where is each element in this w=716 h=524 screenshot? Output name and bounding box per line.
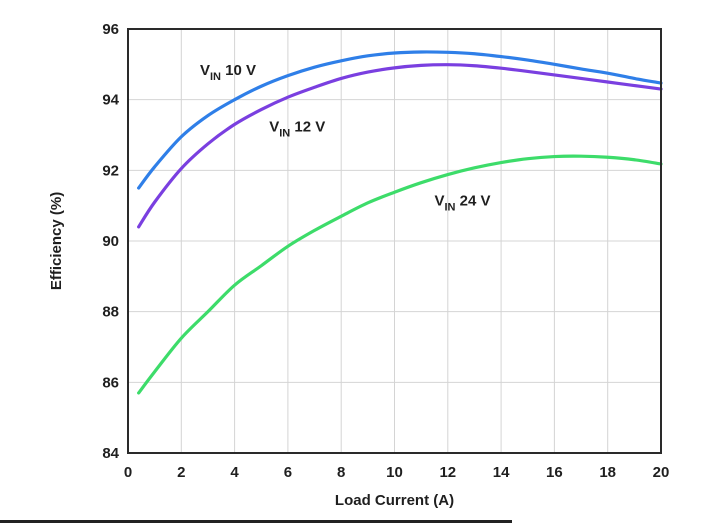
grid — [128, 29, 661, 453]
bottom-rule — [0, 520, 512, 523]
y-tick-label-6: 96 — [102, 21, 119, 38]
x-tick-label-3: 6 — [284, 464, 292, 481]
x-axis-ticks: 0 2 4 6 8 10 12 14 16 18 20 — [124, 464, 670, 481]
x-tick-label-7: 14 — [493, 464, 510, 481]
y-tick-label-3: 90 — [102, 233, 119, 250]
series-labels: VIN 10 V VIN 12 V VIN 24 V — [200, 62, 491, 214]
x-tick-label-5: 10 — [386, 464, 403, 481]
series-line-2 — [137, 63, 663, 229]
x-tick-label-10: 20 — [653, 464, 670, 481]
series-label-1: VIN 10 V — [200, 62, 256, 83]
y-tick-label-2: 88 — [102, 304, 119, 321]
series-label-2: VIN 12 V — [269, 118, 325, 139]
series-label-3: VIN 24 V — [434, 193, 490, 214]
x-tick-label-0: 0 — [124, 464, 132, 481]
plot-frame — [127, 28, 662, 454]
x-tick-label-6: 12 — [439, 464, 456, 481]
y-axis-ticks: 84 86 88 90 92 94 96 — [102, 21, 119, 462]
series-lines — [137, 50, 663, 395]
y-axis-title: Efficiency (%) — [48, 192, 65, 290]
x-tick-label-2: 4 — [230, 464, 239, 481]
y-tick-label-4: 92 — [102, 162, 119, 179]
y-tick-label-1: 86 — [102, 374, 119, 391]
x-axis-title: Load Current (A) — [335, 492, 454, 509]
y-tick-label-0: 84 — [102, 445, 119, 462]
x-tick-label-4: 8 — [337, 464, 345, 481]
y-tick-label-5: 94 — [102, 92, 119, 109]
series-line-3 — [137, 154, 663, 395]
x-tick-label-1: 2 — [177, 464, 185, 481]
x-tick-label-9: 18 — [599, 464, 616, 481]
x-tick-label-8: 16 — [546, 464, 563, 481]
series-line-1 — [137, 50, 663, 190]
